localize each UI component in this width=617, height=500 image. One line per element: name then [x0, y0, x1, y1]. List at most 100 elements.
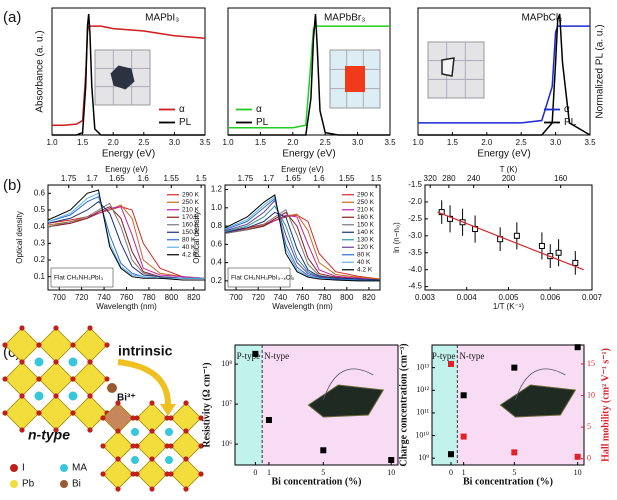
- bi-atom: [107, 383, 117, 393]
- iodine-atom: [2, 342, 8, 348]
- x-tick-label: 720: [75, 293, 89, 302]
- chart-title: MAPbI₃: [145, 13, 179, 24]
- x-tick-label: 1.0: [222, 138, 234, 147]
- x-tick-label: 10: [387, 468, 395, 477]
- x-tick-label: 780: [142, 293, 156, 302]
- legend-label: 250 K: [182, 199, 200, 206]
- data-point: [320, 447, 327, 454]
- chart-title: MAPbCl₃: [521, 13, 562, 24]
- x-axis-label: 1/T (K⁻¹): [493, 302, 525, 311]
- data-point: [438, 209, 445, 216]
- legend-label: PL: [179, 117, 192, 128]
- iodine-atom: [53, 427, 59, 433]
- x2-tick-label: 1.7: [263, 174, 275, 183]
- series-line: [228, 13, 390, 136]
- fit-line: [437, 211, 584, 271]
- x-tick-label: 2.5: [138, 138, 150, 147]
- x-tick-label: 1: [462, 468, 466, 477]
- annotation-box: [227, 267, 291, 288]
- x-tick-label: 3.5: [384, 138, 396, 147]
- diagram-label: intrinsic: [118, 343, 173, 359]
- iodine-atom: [104, 376, 110, 382]
- data-point: [555, 249, 562, 256]
- x-tick-label: 780: [318, 293, 332, 302]
- x-tick-label: 3.5: [584, 138, 596, 147]
- ma-atom: [131, 456, 139, 464]
- x-tick-label: 720: [252, 293, 266, 302]
- x2-tick-label: 1.6: [138, 174, 150, 183]
- octahedron: [72, 327, 108, 363]
- device-wire: [515, 368, 566, 401]
- legend-swatch: [60, 464, 68, 472]
- data-point: [460, 392, 467, 399]
- ma-atom: [34, 357, 44, 367]
- x2-axis-label: Energy (eV): [281, 165, 324, 174]
- octahedron: [4, 395, 40, 431]
- iodine-atom: [130, 471, 136, 477]
- arrow-head: [160, 404, 176, 416]
- iodine-atom: [130, 443, 136, 449]
- x2-tick-label: 160: [554, 174, 568, 183]
- series-line: [224, 211, 381, 281]
- iodine-atom: [134, 415, 140, 421]
- series-line: [418, 13, 591, 136]
- iodine-atom: [183, 400, 189, 406]
- region-label: P-type: [237, 351, 261, 361]
- iodine-atom: [183, 486, 189, 492]
- iodine-atom: [115, 428, 121, 434]
- y-tick-label: 0.6: [211, 239, 223, 248]
- x-tick-label: 2.5: [320, 138, 332, 147]
- plot-frame: [234, 344, 399, 466]
- legend-label: 150 K: [182, 229, 200, 236]
- x-tick-label: 5: [321, 468, 325, 477]
- legend-label: PL: [256, 117, 269, 128]
- data-point: [460, 433, 467, 440]
- iodine-atom: [70, 342, 76, 348]
- iodine-atom: [198, 443, 204, 449]
- series-line: [52, 13, 205, 136]
- series-line: [47, 204, 206, 279]
- x-tick-label: 1.0: [46, 138, 58, 147]
- y2-tick-label: 5: [587, 422, 591, 431]
- legend-label: 250 K: [357, 199, 375, 206]
- region-label: P-type: [432, 351, 456, 361]
- panel-label: (a): [3, 9, 21, 26]
- y-axis-label: Optical density: [192, 211, 201, 263]
- legend-label: 290 K: [357, 191, 375, 198]
- x-tick-label: 0.007: [582, 293, 603, 302]
- y2-tick-label: 10: [587, 390, 595, 399]
- iodine-atom: [168, 443, 174, 449]
- x2-tick-label: 240: [467, 174, 481, 183]
- octahedron: [4, 361, 40, 397]
- data-point: [574, 453, 581, 460]
- legend-swatch: [10, 464, 18, 472]
- x-tick-label: 700: [53, 293, 67, 302]
- y-axis-label: Normalized PL (a. u.): [595, 24, 606, 118]
- y-axis-label: ln (n−n₀): [392, 222, 401, 253]
- legend-label: α: [256, 104, 262, 115]
- y2-tick-label: 0: [587, 454, 591, 463]
- iodine-atom: [198, 471, 204, 477]
- series-line: [47, 201, 205, 279]
- octahedron: [38, 361, 74, 397]
- ma-atom: [68, 357, 78, 367]
- x-tick-label: 1.5: [77, 138, 89, 147]
- y-tick-label: 0.6: [34, 188, 46, 197]
- data-point: [538, 242, 545, 249]
- x2-tick-label: 1.75: [61, 174, 77, 183]
- device: [499, 384, 577, 418]
- series-line: [47, 192, 205, 279]
- x-tick-label: 760: [120, 293, 134, 302]
- legend-label: 4.2 K: [357, 266, 373, 273]
- legend-label: Bi: [72, 479, 81, 490]
- y-tick-label: -3.5: [408, 248, 422, 257]
- x-tick-label: 700: [229, 293, 243, 302]
- iodine-atom: [168, 415, 174, 421]
- chart-title: MAPbBr₃: [324, 13, 365, 24]
- plot-frame: [227, 7, 391, 136]
- x2-tick-label: 200: [502, 174, 516, 183]
- ma-atom: [131, 428, 139, 436]
- x-tick-label: 740: [274, 293, 288, 302]
- x-tick-label: 1.5: [447, 138, 459, 147]
